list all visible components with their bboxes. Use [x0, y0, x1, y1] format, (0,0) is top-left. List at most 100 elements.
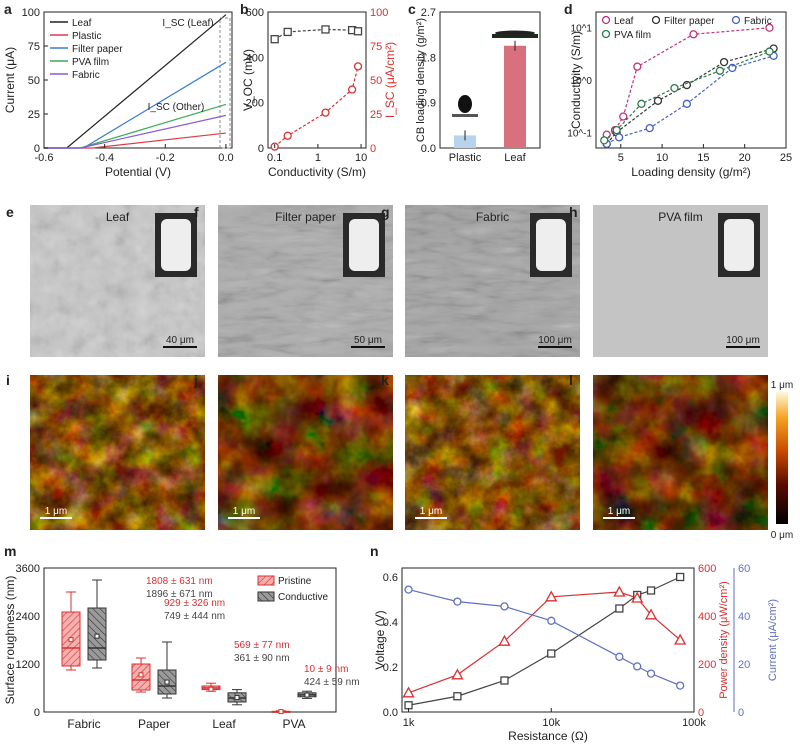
legend-marker-d: [651, 15, 661, 25]
plot-frame-c: [439, 11, 541, 149]
inset-sample: [724, 219, 754, 271]
legend-label-d: PVA film: [614, 30, 651, 41]
isc-point: [353, 62, 363, 71]
current-point: [676, 681, 685, 690]
panel-label-d: d: [564, 1, 573, 17]
scale-bar-label: 50 μm: [354, 335, 382, 346]
annotation-mean-pristine: 929 ± 326 nm: [164, 598, 225, 609]
voltage-point: [547, 649, 556, 658]
x-tick-label-d: 20: [739, 152, 751, 164]
afm-colorbar: [776, 392, 788, 524]
y-tick-label-d: 10^1: [571, 24, 593, 35]
series-point-d: [614, 133, 624, 142]
y-tick-label-b-left: 0: [258, 143, 264, 155]
voc-point: [353, 27, 363, 36]
x-tick-label-m: Paper: [138, 717, 170, 731]
afm-height-map: [30, 375, 205, 530]
bar-leaf: [504, 45, 526, 148]
bar-plastic: [454, 135, 476, 148]
substrate-leaf: [492, 34, 538, 38]
y-tick-label-b-left: 200: [246, 98, 264, 110]
y-tick-label-b-right: 0: [370, 143, 376, 155]
colorbar-bottom-label: 0 μm: [771, 530, 793, 541]
series-point-d: [682, 99, 692, 108]
y-tick-label-m: 2400: [16, 611, 40, 623]
voc-point: [283, 27, 292, 37]
legend-label-a: Leaf: [72, 18, 92, 29]
plot-frame-d: [595, 11, 787, 149]
annotation-mean-pristine: 1808 ± 631 nm: [146, 576, 213, 587]
series-point-d: [633, 62, 642, 71]
y-tick-label-voltage: 0.6: [383, 572, 398, 584]
x-tick-label-m: Leaf: [212, 717, 236, 731]
panel-label-i: i: [6, 372, 10, 388]
current-point: [500, 602, 509, 611]
series-point-d: [619, 112, 628, 121]
power-point: [545, 590, 558, 602]
afm-scale-label: 1 μm: [420, 506, 442, 517]
afm-scale-label: 1 μm: [233, 506, 255, 517]
y-tick-label-b-left: 600: [246, 7, 264, 19]
panel-label-b: b: [240, 1, 249, 17]
isc-point: [321, 108, 330, 117]
inset-sample: [161, 219, 191, 271]
colorbar-top-label: 1 μm: [771, 380, 793, 391]
annotation-mean-pristine: 10 ± 9 nm: [304, 664, 348, 675]
box-mean: [164, 679, 170, 685]
current-point: [615, 652, 624, 661]
series-point-d: [612, 125, 621, 135]
legend-marker-d: [601, 15, 611, 25]
y-tick-label-voltage: 0.0: [383, 707, 398, 719]
series-point-d: [689, 30, 698, 39]
series-point-d: [645, 123, 654, 133]
y-tick-label-voltage: 0.4: [383, 617, 398, 629]
annotation-isc-other: I_SC (Other): [148, 102, 205, 113]
y-tick-label-a: 0: [34, 143, 40, 155]
legend-label-a: PVA film: [72, 57, 109, 68]
x-tick-label-d: 10: [656, 152, 668, 164]
voltage-point: [676, 572, 685, 582]
afm-scale-label: 1 μm: [608, 506, 630, 517]
x-axis-label-d: Loading density (g/m²): [631, 165, 750, 179]
box-mean: [304, 692, 310, 698]
y-tick-label-b-right: 25: [370, 109, 382, 121]
afm-height-map: [218, 375, 393, 530]
panel-label-e: e: [6, 204, 14, 220]
legend-swatch-pristine: [257, 575, 275, 586]
power-point: [674, 633, 687, 645]
y-tick-label-current: 60: [738, 563, 750, 575]
current-point: [453, 597, 462, 606]
y-axis-label-b-left: V_OC (mV): [241, 49, 255, 111]
series-point-d: [715, 66, 725, 75]
panel-label-m: m: [4, 543, 16, 559]
isc-point: [283, 131, 292, 140]
panel-label-g: g: [381, 204, 390, 220]
current-point: [646, 669, 656, 678]
y-tick-label-b-left: 400: [246, 52, 264, 64]
x-tick-label-n: 1k: [403, 717, 415, 729]
series-line-d: [606, 55, 774, 145]
annotation-mean-conductive: 361 ± 90 nm: [234, 653, 290, 664]
y-axis-label-voltage: Voltage (V): [373, 610, 387, 669]
panel-label-l: l: [569, 372, 573, 388]
legend-label-a: Filter paper: [72, 44, 123, 55]
afm-height-map: [593, 375, 768, 530]
y-tick-label-d: 10^-1: [567, 128, 592, 139]
droplet-plastic: [458, 95, 472, 113]
y-tick-label-b-right: 100: [370, 7, 388, 19]
legend-swatch-conductive: [257, 591, 275, 602]
box-mean: [94, 633, 100, 639]
x-tick-label-a: 0.0: [218, 152, 233, 164]
y-tick-label-power: 0: [698, 707, 704, 719]
panel-label-n: n: [370, 543, 379, 559]
y-tick-label-m: 1200: [16, 659, 40, 671]
legend-marker-d: [601, 29, 611, 39]
y-tick-label-current: 40: [738, 611, 750, 623]
y-tick-label-power: 600: [698, 563, 716, 575]
y-tick-label-m: 0: [34, 707, 40, 719]
box-mean: [278, 709, 284, 715]
panel-label-j: j: [193, 372, 198, 388]
annotation-mean-conductive: 749 ± 444 nm: [164, 611, 225, 622]
x-tick-label-a: -0.2: [156, 152, 175, 164]
